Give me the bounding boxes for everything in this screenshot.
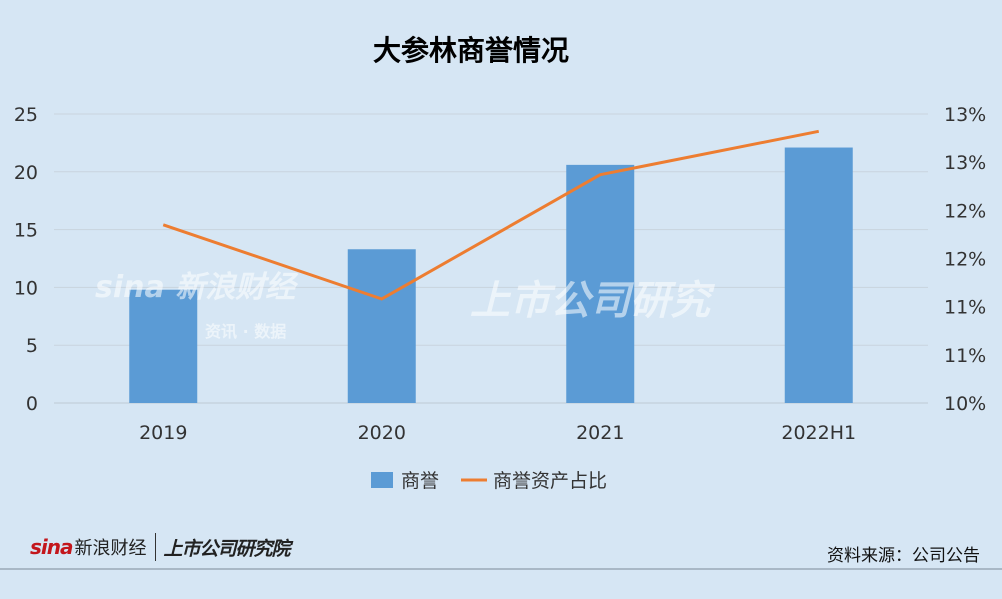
footer-divider — [0, 568, 1002, 570]
y-left-tick-label: 10 — [14, 277, 38, 299]
x-tick-label: 2022H1 — [781, 422, 856, 444]
y-left-tick-label: 25 — [14, 104, 38, 126]
legend-label-line: 商誉资产占比 — [493, 470, 607, 492]
bar-goodwill — [129, 290, 197, 403]
x-tick-label: 2019 — [139, 422, 187, 444]
research-institute-name: 上市公司研究院 — [164, 534, 290, 561]
y-left-tick-label: 0 — [26, 393, 38, 415]
legend-swatch-bar — [371, 472, 393, 488]
x-tick-label: 2020 — [358, 422, 406, 444]
y-right-tick-label: 10% — [944, 393, 986, 415]
y-right-tick-label: 13% — [944, 152, 986, 174]
y-left-tick-label: 15 — [14, 220, 38, 242]
y-right-tick-label: 11% — [944, 297, 986, 319]
y-right-tick-label: 12% — [944, 200, 986, 222]
y-right-tick-label: 13% — [944, 104, 986, 126]
chart-title: 大参林商誉情况 — [373, 34, 569, 67]
legend-label-bar: 商誉 — [401, 470, 439, 492]
footer-logos: sina 新浪财经 上市公司研究院 — [30, 530, 290, 564]
bar-goodwill — [348, 249, 416, 403]
sina-logo: sina — [30, 535, 73, 559]
logo-divider — [155, 533, 156, 561]
y-left-tick-label: 20 — [14, 162, 38, 184]
y-left-tick-label: 5 — [26, 335, 38, 357]
bar-goodwill — [785, 148, 853, 403]
line-goodwill-ratio — [163, 131, 819, 299]
bar-goodwill — [566, 165, 634, 403]
y-right-tick-label: 12% — [944, 249, 986, 271]
sina-finance-name: 新浪财经 — [75, 534, 147, 560]
source-note: 资料来源：公司公告 — [827, 541, 980, 566]
y-right-tick-label: 11% — [944, 345, 986, 367]
x-tick-label: 2021 — [576, 422, 624, 444]
